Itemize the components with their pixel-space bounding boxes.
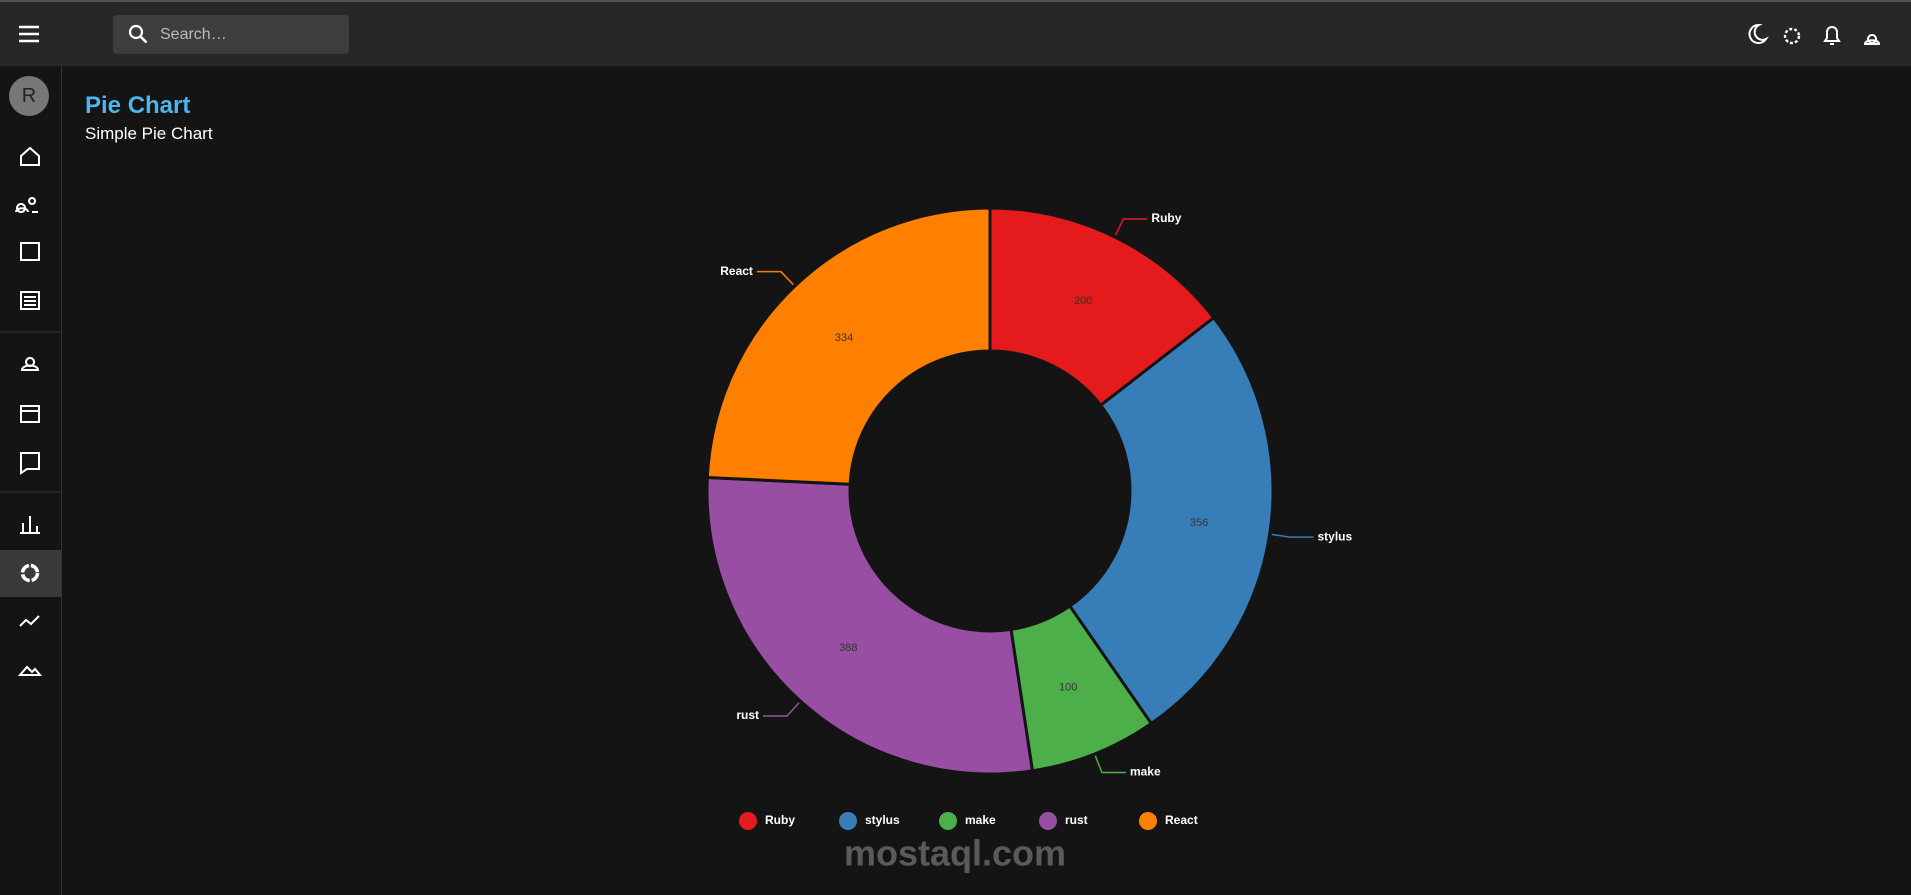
nav-home[interactable] bbox=[20, 146, 40, 166]
nav-icons bbox=[0, 146, 61, 676]
value-label: 334 bbox=[835, 332, 853, 344]
leader-line bbox=[1114, 218, 1148, 236]
pie-slice bbox=[1067, 315, 1275, 726]
avatar[interactable]: R bbox=[9, 76, 49, 116]
value-label: 356 bbox=[1190, 517, 1208, 529]
leader-line bbox=[763, 702, 800, 717]
nav-line-chart[interactable] bbox=[19, 615, 40, 627]
value-label: 200 bbox=[1074, 295, 1092, 307]
watermark: mostaql.com bbox=[844, 833, 1066, 874]
legend-label: rust bbox=[1065, 813, 1088, 827]
leader-line bbox=[756, 270, 794, 286]
top-bar: Search… bbox=[0, 0, 1911, 66]
nav-contacts[interactable] bbox=[20, 242, 40, 261]
value-label: 100 bbox=[1059, 681, 1077, 693]
legend-label: stylus bbox=[865, 813, 900, 827]
legend-swatch bbox=[739, 812, 757, 830]
value-label: 388 bbox=[839, 642, 857, 654]
notifications-button[interactable] bbox=[1823, 26, 1841, 45]
search-icon bbox=[128, 24, 148, 44]
legend-label: make bbox=[965, 813, 996, 827]
legend-swatch bbox=[839, 812, 857, 830]
leader-line bbox=[1094, 755, 1126, 774]
nav-geography[interactable] bbox=[17, 665, 43, 676]
nav-profile[interactable] bbox=[20, 357, 40, 371]
nav-invoices[interactable] bbox=[20, 291, 40, 310]
nav-calendar[interactable] bbox=[20, 405, 40, 423]
leader-line bbox=[1271, 533, 1314, 538]
pie-slice bbox=[988, 206, 1216, 408]
slice-label: make bbox=[1130, 765, 1161, 779]
sidebar: R bbox=[0, 66, 62, 895]
settings-button[interactable] bbox=[1783, 27, 1801, 45]
nav-faq[interactable] bbox=[20, 452, 40, 475]
search-placeholder: Search… bbox=[160, 26, 227, 43]
page-title: Pie Chart bbox=[85, 92, 191, 119]
legend-swatch bbox=[1039, 812, 1057, 830]
theme-toggle[interactable] bbox=[1748, 23, 1769, 44]
slice-label: React bbox=[720, 264, 753, 278]
pie-slice bbox=[705, 475, 1035, 776]
slice-label: stylus bbox=[1317, 529, 1352, 543]
legend-swatch bbox=[1139, 812, 1157, 830]
menu-button[interactable] bbox=[14, 19, 44, 49]
search-box[interactable]: Search… bbox=[113, 15, 349, 54]
profile-button[interactable] bbox=[1863, 34, 1881, 45]
legend-label: React bbox=[1165, 813, 1198, 827]
toolbar-icons bbox=[1748, 23, 1881, 45]
slice-label: Ruby bbox=[1151, 211, 1181, 225]
nav-bar-chart[interactable] bbox=[20, 516, 40, 534]
pie-slice bbox=[705, 206, 992, 486]
legend-swatch bbox=[939, 812, 957, 830]
page-subtitle: Simple Pie Chart bbox=[85, 124, 213, 143]
nav-team[interactable] bbox=[15, 197, 38, 213]
slice-label: rust bbox=[736, 708, 759, 722]
nav-pie-chart[interactable] bbox=[20, 563, 40, 583]
legend-label: Ruby bbox=[765, 813, 795, 827]
